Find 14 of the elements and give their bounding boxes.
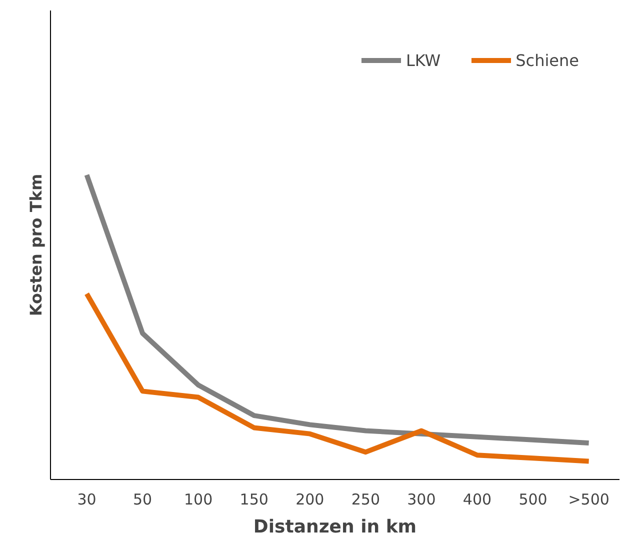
x-tick-label: 150 — [240, 490, 268, 508]
x-tick-label: 30 — [77, 490, 96, 508]
x-tick-label: 400 — [462, 490, 492, 508]
x-tick-label: 300 — [407, 490, 436, 508]
y-axis-title: Kosten pro Tkm — [26, 174, 46, 316]
x-tick-label: 100 — [184, 490, 213, 508]
x-axis-title: Distanzen in km — [253, 516, 417, 538]
legend-label: Schiene — [516, 50, 579, 70]
x-tick-label: 250 — [351, 490, 380, 508]
x-tick-label: 200 — [296, 490, 324, 508]
legend-label: LKW — [406, 50, 441, 70]
x-tick-label: 50 — [133, 490, 152, 508]
x-tick-label: >500 — [568, 490, 610, 508]
x-tick-label: 500 — [518, 490, 548, 508]
